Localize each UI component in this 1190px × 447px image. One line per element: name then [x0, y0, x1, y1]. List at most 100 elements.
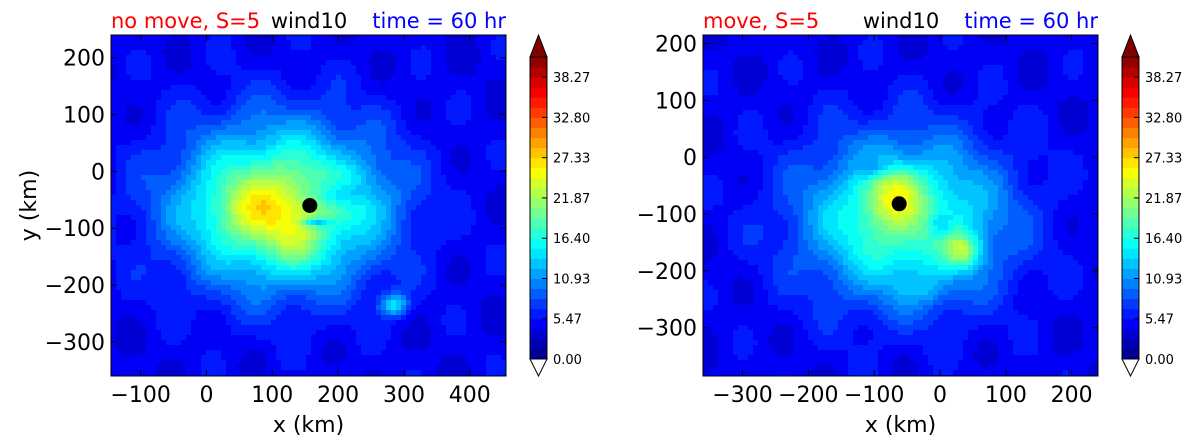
field-cell: [191, 35, 197, 41]
field-cell: [166, 105, 172, 111]
field-cell: [361, 310, 367, 316]
field-cell: [196, 35, 202, 41]
field-cell: [236, 60, 242, 66]
field-cell: [456, 235, 462, 241]
field-cell: [466, 130, 472, 136]
field-cell: [301, 195, 307, 201]
field-cell: [171, 125, 177, 131]
field-cell: [351, 70, 357, 76]
field-cell: [391, 330, 397, 336]
field-cell: [411, 180, 417, 186]
field-cell: [296, 95, 302, 101]
field-cell: [251, 225, 257, 231]
field-cell: [406, 45, 412, 51]
field-cell: [496, 55, 502, 61]
field-cell: [296, 290, 302, 296]
field-cell: [486, 235, 492, 241]
field-cell: [121, 345, 127, 351]
field-cell: [196, 85, 202, 91]
field-cell: [141, 150, 147, 156]
field-cell: [211, 265, 217, 271]
field-cell: [451, 125, 457, 131]
field-cell: [386, 165, 392, 171]
field-cell: [241, 345, 247, 351]
field-cell: [271, 180, 277, 186]
field-cell: [261, 310, 267, 316]
field-cell: [276, 135, 282, 141]
field-cell: [331, 100, 337, 106]
field-cell: [321, 325, 327, 331]
field-cell: [461, 330, 467, 336]
field-cell: [176, 90, 182, 96]
field-cell: [116, 265, 122, 271]
field-cell: [446, 110, 452, 116]
field-cell: [216, 310, 222, 316]
field-cell: [286, 125, 292, 131]
field-cell: [231, 105, 237, 111]
field-cell: [491, 300, 497, 306]
field-cell: [326, 310, 332, 316]
field-cell: [416, 65, 422, 71]
field-cell: [481, 320, 487, 326]
field-cell: [171, 115, 177, 121]
field-cell: [251, 310, 257, 316]
field-cell: [131, 305, 137, 311]
field-cell: [161, 110, 167, 116]
field-cell: [136, 280, 142, 286]
field-cell: [296, 225, 302, 231]
field-cell: [426, 235, 432, 241]
field-cell: [201, 45, 207, 51]
field-cell: [441, 250, 447, 256]
field-cell: [331, 160, 337, 166]
field-cell: [481, 180, 487, 186]
field-cell: [276, 275, 282, 281]
field-cell: [501, 250, 506, 256]
field-cell: [391, 70, 397, 76]
field-cell: [301, 100, 307, 106]
field-cell: [316, 195, 322, 201]
field-cell: [176, 95, 182, 101]
field-cell: [181, 260, 187, 266]
field-cell: [381, 150, 387, 156]
field-cell: [326, 290, 332, 296]
field-cell: [221, 325, 227, 331]
field-cell: [131, 350, 137, 356]
field-cell: [181, 60, 187, 66]
field-cell: [116, 145, 122, 151]
field-cell: [241, 235, 247, 241]
field-cell: [181, 200, 187, 206]
field-cell: [271, 270, 277, 276]
field-cell: [386, 90, 392, 96]
field-cell: [471, 275, 477, 281]
field-cell: [191, 55, 197, 61]
field-cell: [206, 185, 212, 191]
field-cell: [461, 145, 467, 151]
field-cell: [166, 235, 172, 241]
field-cell: [331, 255, 337, 261]
field-cell: [436, 140, 442, 146]
field-cell: [116, 115, 122, 121]
field-cell: [501, 95, 506, 101]
field-cell: [501, 200, 506, 206]
field-cell: [426, 325, 432, 331]
field-cell: [421, 50, 427, 56]
field-cell: [376, 310, 382, 316]
field-cell: [286, 115, 292, 121]
field-cell: [391, 105, 397, 111]
field-cell: [241, 115, 247, 121]
field-cell: [111, 215, 117, 221]
field-cell: [431, 300, 437, 306]
field-cell: [236, 115, 242, 121]
field-cell: [476, 245, 482, 251]
field-cell: [171, 270, 177, 276]
field-cell: [171, 230, 177, 236]
field-cell: [281, 240, 287, 246]
field-cell: [456, 300, 462, 306]
field-cell: [141, 240, 147, 246]
field-cell: [346, 210, 352, 216]
field-cell: [291, 340, 297, 346]
field-cell: [236, 335, 242, 341]
field-cell: [466, 295, 472, 301]
field-cell: [161, 280, 167, 286]
field-cell: [146, 275, 152, 281]
